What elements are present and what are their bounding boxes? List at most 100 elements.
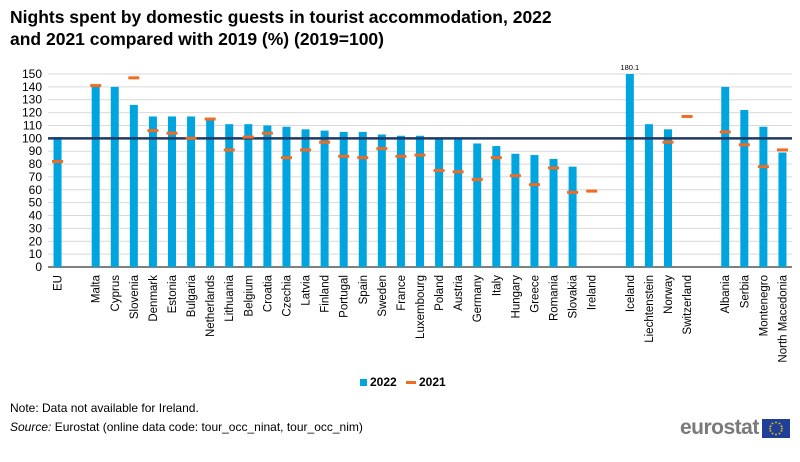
marker-2021 bbox=[128, 76, 140, 80]
marker-2021 bbox=[185, 136, 197, 140]
bar-2022 bbox=[396, 135, 405, 267]
bar-2022 bbox=[664, 129, 672, 267]
x-tick-label: Estonia bbox=[167, 274, 179, 313]
bar-2022 bbox=[358, 131, 367, 267]
chart-note: Note: Data not available for Ireland. bbox=[10, 401, 199, 415]
y-tick-label: 40 bbox=[29, 209, 43, 223]
bar-2022 bbox=[625, 74, 634, 267]
x-tick-label: EU bbox=[53, 275, 65, 291]
x-tick-label: Albania bbox=[720, 274, 732, 313]
x-tick-label: Greece bbox=[529, 275, 541, 313]
bar-2022 bbox=[416, 135, 424, 267]
x-tick-label: Lithuania bbox=[224, 274, 236, 321]
marker-2021 bbox=[681, 114, 693, 118]
x-tick-label: Montenegro bbox=[758, 275, 770, 336]
x-tick-label: North Macedonia bbox=[777, 274, 789, 362]
bar-2022 bbox=[110, 86, 119, 267]
bar-2022 bbox=[511, 153, 520, 267]
marker-2021 bbox=[433, 169, 445, 172]
x-tick-label: Switzerland bbox=[682, 275, 694, 334]
x-tick-label: Romania bbox=[549, 274, 561, 321]
chart-source: Source: Eurostat (online data code: tour… bbox=[10, 420, 363, 434]
marker-2021 bbox=[242, 135, 254, 139]
marker-2021 bbox=[776, 148, 788, 152]
x-tick-label: Liechtenstein bbox=[644, 275, 656, 343]
marker-2021 bbox=[338, 154, 350, 158]
marker-2021 bbox=[452, 170, 464, 174]
x-tick-label: Slovenia bbox=[129, 274, 141, 319]
eu-flag-icon bbox=[761, 418, 790, 438]
bar-2022 bbox=[91, 85, 100, 267]
x-tick-label: Iceland bbox=[625, 275, 637, 312]
y-tick-label: 70 bbox=[29, 170, 43, 184]
marker-2021 bbox=[319, 140, 331, 144]
y-tick-label: 130 bbox=[22, 93, 42, 107]
x-tick-label: Norway bbox=[663, 275, 675, 314]
x-tick-label: Finland bbox=[320, 275, 332, 313]
y-tick-label: 90 bbox=[29, 144, 43, 158]
x-tick-label: Italy bbox=[491, 275, 503, 296]
marker-2021 bbox=[567, 190, 579, 194]
bar-2022 bbox=[339, 131, 348, 267]
bar-2022 bbox=[225, 124, 234, 268]
bar-2022 bbox=[473, 143, 482, 267]
marker-2021 bbox=[395, 154, 407, 158]
marker-2021 bbox=[280, 156, 292, 160]
y-tick-label: 150 bbox=[22, 67, 42, 81]
bar-2022 bbox=[568, 166, 577, 267]
x-tick-label: Cyprus bbox=[110, 275, 122, 312]
legend-swatch-2022 bbox=[360, 379, 367, 386]
data-label: 180.1 bbox=[620, 63, 639, 72]
bar-2022 bbox=[282, 126, 291, 268]
legend: 2022 2021 bbox=[360, 375, 446, 389]
marker-2021 bbox=[166, 131, 178, 135]
marker-2021 bbox=[147, 129, 159, 133]
x-tick-label: Latvia bbox=[301, 274, 313, 305]
bar-2022 bbox=[206, 119, 215, 268]
marker-2021 bbox=[204, 117, 216, 121]
logo-text: eurostat bbox=[680, 416, 759, 439]
bar-2022 bbox=[187, 116, 196, 268]
x-tick-label: Croatia bbox=[262, 274, 274, 312]
marker-2021 bbox=[471, 178, 483, 182]
legend-label-2021: 2021 bbox=[419, 375, 446, 389]
marker-2021 bbox=[414, 153, 426, 157]
marker-2021 bbox=[223, 148, 235, 152]
marker-2021 bbox=[509, 174, 521, 178]
marker-2021 bbox=[548, 166, 560, 170]
bar-2022 bbox=[168, 116, 176, 268]
legend-label-2022: 2022 bbox=[370, 375, 397, 389]
marker-2021 bbox=[490, 156, 502, 160]
x-axis-labels: EU Malta Cyprus Slovenia Denmark Estonia Bulga… bbox=[53, 274, 790, 362]
x-tick-label: Austria bbox=[453, 274, 465, 310]
source-text: Eurostat (online data code: tour_occ_nin… bbox=[51, 420, 363, 434]
y-tick-label: 30 bbox=[29, 221, 43, 235]
bar-2022 bbox=[740, 110, 749, 267]
x-tick-label: Belgium bbox=[243, 275, 255, 317]
marker-2021 bbox=[738, 143, 750, 147]
bar-2022 bbox=[263, 125, 272, 267]
x-tick-label: Slovakia bbox=[568, 274, 580, 318]
marker-2021 bbox=[757, 165, 769, 169]
y-tick-label: 110 bbox=[23, 118, 42, 132]
bar-2022 bbox=[454, 138, 463, 267]
marker-2021 bbox=[376, 147, 388, 151]
legend-swatch-2021 bbox=[406, 381, 416, 384]
x-tick-label: Bulgaria bbox=[186, 274, 198, 317]
x-tick-label: Sweden bbox=[377, 275, 389, 317]
markers-2021 bbox=[52, 76, 788, 194]
bar-2022 bbox=[549, 158, 558, 267]
marker-2021 bbox=[90, 84, 102, 88]
x-tick-label: Hungary bbox=[510, 275, 522, 319]
marker-2021 bbox=[528, 183, 540, 187]
y-tick-label: 120 bbox=[22, 106, 42, 120]
data-labels: 180.1 bbox=[620, 63, 639, 72]
bar-2022 bbox=[759, 126, 768, 268]
bar-2022 bbox=[435, 138, 444, 267]
x-tick-label: Portugal bbox=[339, 275, 351, 318]
x-tick-label: France bbox=[396, 275, 408, 311]
y-tick-label: 80 bbox=[29, 157, 43, 171]
bar-2022 bbox=[53, 137, 62, 267]
